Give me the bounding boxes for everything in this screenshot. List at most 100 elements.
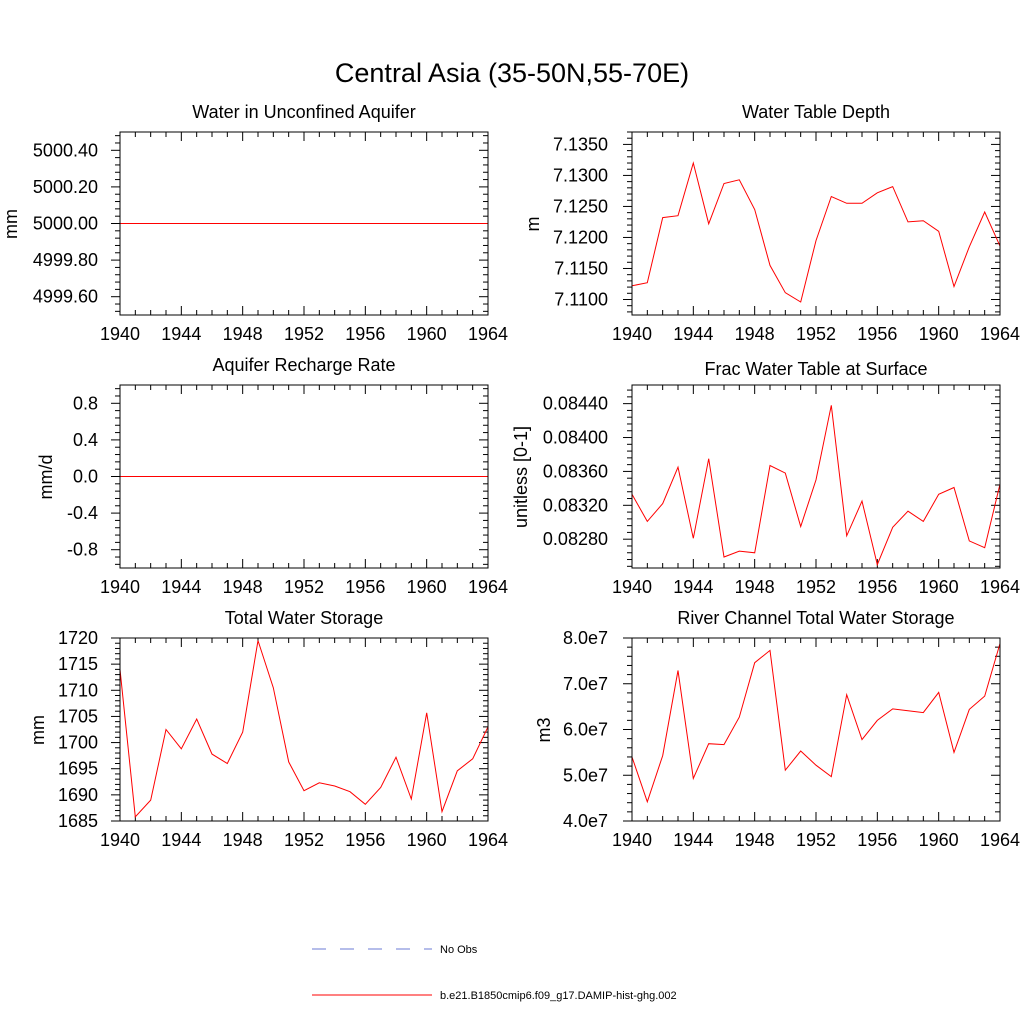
x-tick-label: 1948 <box>735 577 775 597</box>
y-tick-label: 8.0e7 <box>563 628 608 648</box>
tick-marks <box>623 131 1001 315</box>
x-tick-label: 1952 <box>796 324 836 344</box>
y-tick-label: 1685 <box>58 811 98 831</box>
x-tick-label: 1940 <box>100 324 140 344</box>
x-tick-labels: 1940 1944 1948 1952 1956 1960 1964 <box>612 324 1020 344</box>
y-tick-label: 0.8 <box>73 393 98 413</box>
series-line <box>631 643 1001 804</box>
figure-title: Central Asia (35-50N,55-70E) <box>335 58 689 88</box>
x-tick-label: 1964 <box>980 830 1020 850</box>
legend: No Obs b.e21.B1850cmip6.f09_g17.DAMIP-hi… <box>312 944 677 1002</box>
x-tick-label: 1960 <box>407 830 447 850</box>
y-axis-label: mm <box>28 715 48 745</box>
x-tick-label: 1956 <box>345 577 385 597</box>
y-tick-label: 1720 <box>58 628 98 648</box>
y-tick-label: 1715 <box>58 654 98 674</box>
panel-title: Aquifer Recharge Rate <box>212 355 395 375</box>
y-tick-label: -0.4 <box>67 503 98 523</box>
x-tick-labels: 1940 1944 1948 1952 1956 1960 1964 <box>612 577 1020 597</box>
y-tick-label: 5000.00 <box>33 214 98 234</box>
y-tick-label: 7.1300 <box>553 165 608 185</box>
y-tick-label: 0.0 <box>73 467 98 487</box>
x-tick-label: 1956 <box>345 830 385 850</box>
series-lines <box>631 161 1001 303</box>
x-tick-label: 1940 <box>612 830 652 850</box>
y-axis-label: m3 <box>534 717 554 742</box>
y-tick-label: 7.1100 <box>554 289 608 309</box>
series-line <box>631 405 1001 567</box>
x-tick-label: 1948 <box>735 324 775 344</box>
x-tick-label: 1948 <box>223 577 263 597</box>
y-tick-labels: 7.1100 7.1150 7.1200 7.1250 7.1300 7.1350 <box>553 134 608 309</box>
y-tick-label: 7.1250 <box>553 196 608 216</box>
x-tick-label: 1940 <box>612 324 652 344</box>
x-tick-label: 1964 <box>468 830 508 850</box>
y-tick-labels: 1685 1690 1695 1700 1705 1710 1715 1720 <box>58 628 98 831</box>
tick-marks <box>111 132 489 315</box>
x-tick-label: 1948 <box>223 324 263 344</box>
x-tick-label: 1944 <box>673 324 713 344</box>
y-tick-label: 7.1200 <box>553 227 608 247</box>
tick-marks <box>111 637 489 822</box>
y-axis-label: mm <box>1 209 21 239</box>
y-tick-label: 7.0e7 <box>563 674 608 694</box>
x-tick-label: 1940 <box>612 577 652 597</box>
x-tick-labels: 1940 1944 1948 1952 1956 1960 1964 <box>612 830 1020 850</box>
y-tick-label: 0.08360 <box>543 461 608 481</box>
x-tick-label: 1960 <box>919 324 959 344</box>
y-tick-label: 4.0e7 <box>563 811 608 831</box>
x-tick-labels: 1940 1944 1948 1952 1956 1960 1964 <box>100 830 508 850</box>
panel-title: Water Table Depth <box>742 102 890 122</box>
x-tick-label: 1952 <box>796 830 836 850</box>
y-tick-labels: 0.08280 0.08320 0.08360 0.08400 0.08440 <box>543 394 608 550</box>
tick-marks <box>623 385 1001 568</box>
x-tick-label: 1960 <box>407 577 447 597</box>
x-tick-labels: 1940 1944 1948 1952 1956 1960 1964 <box>100 324 508 344</box>
y-tick-label: 0.08440 <box>543 394 608 414</box>
chart-panel-aquifer-recharge: Aquifer Recharge Rate mm/d -0.8 -0.4 0.0 0.… <box>36 355 508 597</box>
y-axis-label: unitless [0-1] <box>511 426 531 528</box>
x-tick-label: 1948 <box>223 830 263 850</box>
panel-title: Water in Unconfined Aquifer <box>192 102 415 122</box>
x-tick-label: 1952 <box>284 324 324 344</box>
x-tick-label: 1952 <box>284 830 324 850</box>
chart-panel-total-water-storage: Total Water Storage mm 16851690169517001… <box>28 608 508 850</box>
y-tick-label: 1705 <box>58 706 98 726</box>
y-axis-label: mm/d <box>36 455 56 500</box>
y-tick-label: 1710 <box>58 680 98 700</box>
y-tick-label: 5000.40 <box>33 140 98 160</box>
panel-title: River Channel Total Water Storage <box>677 608 954 628</box>
y-tick-label: 5.0e7 <box>563 765 608 785</box>
tick-marks <box>623 637 1001 822</box>
x-tick-label: 1960 <box>407 324 447 344</box>
plot-frame <box>631 131 1001 316</box>
y-tick-label: 0.08320 <box>543 495 608 515</box>
chart-panel-river-channel-storage: River Channel Total Water Storage m3 4.0… <box>534 608 1020 850</box>
x-tick-label: 1952 <box>796 577 836 597</box>
x-tick-label: 1964 <box>468 577 508 597</box>
series-lines <box>119 640 489 818</box>
y-tick-labels: -0.8 -0.4 0.0 0.4 0.8 <box>67 393 98 559</box>
x-tick-label: 1944 <box>161 577 201 597</box>
x-tick-label: 1948 <box>735 830 775 850</box>
y-tick-labels: 4999.60 4999.80 5000.00 5000.20 5000.40 <box>33 140 98 306</box>
plot-frame <box>119 384 489 569</box>
y-tick-label: 7.1350 <box>553 134 608 154</box>
chart-panel-water-table-depth: Water Table Depth m 7.11007.11507.12007.… <box>523 102 1020 344</box>
chart-panel-frac-water-table: Frac Water Table at Surface unitless [0-… <box>511 359 1020 597</box>
x-tick-label: 1940 <box>100 577 140 597</box>
x-tick-label: 1964 <box>980 577 1020 597</box>
legend-label-no-obs: No Obs <box>440 944 478 956</box>
y-tick-label: 1695 <box>58 759 98 779</box>
plot-frame <box>631 384 1001 569</box>
series-line <box>119 640 489 818</box>
x-tick-label: 1956 <box>857 577 897 597</box>
x-tick-label: 1944 <box>673 577 713 597</box>
chart-panel-aquifer-water: Water in Unconfined Aquifer mm 4999.6049… <box>1 102 508 344</box>
series-lines <box>631 643 1001 804</box>
x-tick-label: 1956 <box>345 324 385 344</box>
plot-frame <box>119 131 489 316</box>
plot-frame <box>631 637 1001 822</box>
panel-title: Frac Water Table at Surface <box>704 359 927 379</box>
